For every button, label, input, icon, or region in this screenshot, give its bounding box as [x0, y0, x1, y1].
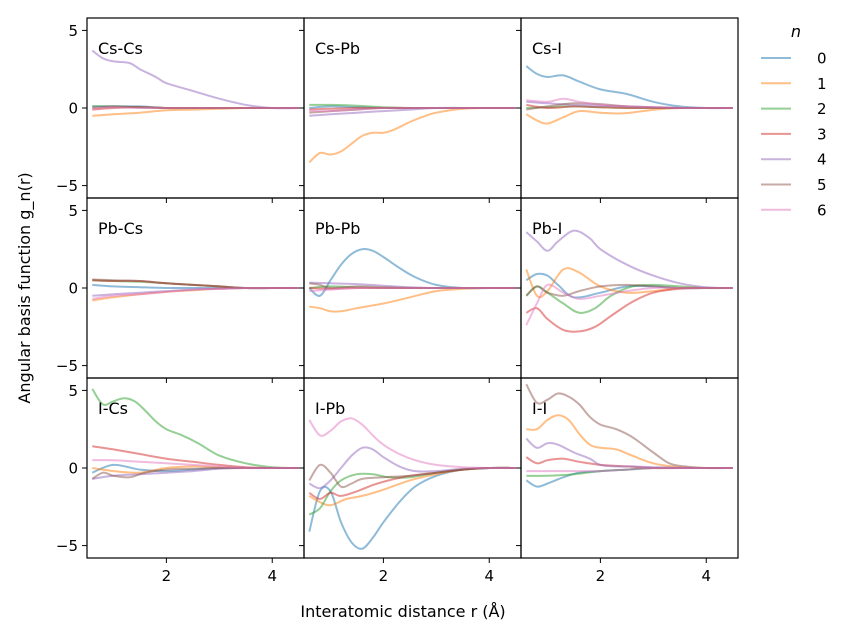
x-tick-label: 4	[267, 567, 277, 585]
series-line-n6	[525, 283, 733, 326]
subplot-cs-cs: Cs-Cs −5 0 5	[56, 17, 305, 203]
y-axis-label: Angular basis function g_n(r)	[15, 172, 35, 403]
legend-item-n5: 5	[761, 176, 827, 194]
subplot-cs-i: Cs-I	[516, 17, 739, 203]
subplot-title: Cs-I	[532, 39, 562, 58]
series-line-n1	[526, 414, 733, 470]
series-line-n6	[526, 97, 733, 110]
subplot-pb-pb: Pb-Pb	[299, 197, 522, 383]
subplot-title: Pb-I	[532, 219, 562, 238]
series-line-n6	[308, 417, 516, 470]
subplot-title: Pb-Cs	[98, 219, 143, 238]
series-line-n6	[526, 466, 733, 473]
series-group	[308, 103, 516, 164]
x-tick-label: 4	[701, 567, 711, 585]
y-tick-label: 5	[68, 202, 78, 220]
subplot-title: I-Pb	[315, 399, 345, 418]
subplot-i-i: I-I 2 4	[516, 377, 739, 585]
series-group	[308, 417, 516, 550]
y-tick-label: 0	[68, 460, 78, 478]
y-tick-label: 0	[68, 100, 78, 118]
series-line-n6	[309, 106, 516, 113]
series-group	[525, 65, 733, 125]
series-line-n1	[308, 106, 516, 164]
legend-item-n2: 2	[761, 100, 827, 118]
legend-item-n3: 3	[761, 125, 827, 143]
subplot-title: Cs-Cs	[98, 39, 143, 58]
subplot-pb-i: Pb-I	[516, 197, 739, 383]
legend-label: 1	[817, 75, 827, 93]
legend-item-n0: 0	[761, 50, 827, 68]
series-line-n6	[92, 459, 299, 470]
legend-label: 6	[817, 201, 827, 219]
y-tick-label: −5	[56, 357, 78, 375]
x-tick-label: 2	[379, 567, 389, 585]
x-tick-label: 2	[596, 567, 606, 585]
subplot-title: I-Cs	[98, 399, 128, 418]
series-group	[308, 248, 516, 313]
series-line-n5	[308, 463, 516, 489]
subplot-cs-pb: Cs-Pb	[299, 17, 522, 203]
legend-title: n	[791, 22, 801, 41]
legend-label: 4	[817, 151, 827, 169]
series-line-n6	[309, 286, 516, 293]
series-line-n2	[91, 388, 299, 469]
y-tick-label: −5	[56, 537, 78, 555]
series-line-n6	[92, 286, 299, 300]
legend-label: 3	[817, 125, 827, 143]
series-line-n4	[525, 229, 733, 289]
series-line-n1	[309, 286, 516, 313]
legend-item-n4: 4	[761, 151, 827, 169]
x-tick-label: 4	[484, 567, 494, 585]
y-tick-label: 5	[68, 382, 78, 400]
series-line-n5	[525, 383, 733, 470]
legend-label: 2	[817, 100, 827, 118]
x-axis-label: Interatomic distance r (Å)	[300, 602, 505, 621]
series-group	[525, 383, 733, 488]
series-line-n1	[525, 106, 733, 125]
subplot-grid: Cs-Cs −5 0 5 Cs-Pb Cs-I Pb-Cs −5 0 5 Pb-Pb Pb-I I-Cs…	[56, 17, 739, 585]
series-group	[92, 278, 299, 302]
subplot-title: Cs-Pb	[315, 39, 360, 58]
legend-label: 5	[817, 176, 827, 194]
legend: n 0 1 2 3 4 5 6	[761, 22, 827, 219]
series-line-n6	[92, 106, 299, 110]
legend-item-n1: 1	[761, 75, 827, 93]
legend-item-n6: 6	[761, 201, 827, 219]
subplot-title: Pb-Pb	[315, 219, 360, 238]
series-group	[525, 229, 733, 333]
series-line-n4	[91, 49, 299, 110]
series-line-n3	[308, 466, 516, 501]
y-tick-label: 5	[68, 22, 78, 40]
subplot-title: I-I	[532, 399, 547, 418]
legend-label: 0	[817, 50, 827, 68]
subplot-i-cs: I-Cs −5 0 5 2 4	[56, 377, 305, 585]
series-group	[91, 388, 299, 480]
subplot-pb-cs: Pb-Cs −5 0 5	[56, 197, 305, 383]
y-tick-label: 0	[68, 280, 78, 298]
series-line-n4	[525, 437, 733, 470]
series-group	[91, 49, 299, 117]
series-line-n1	[92, 106, 299, 117]
series-line-n0	[525, 65, 733, 110]
y-tick-label: −5	[56, 177, 78, 195]
series-line-n1	[525, 267, 733, 299]
series-line-n5	[91, 466, 299, 480]
subplot-i-pb: I-Pb 2 4	[299, 377, 522, 585]
x-tick-label: 2	[162, 567, 172, 585]
